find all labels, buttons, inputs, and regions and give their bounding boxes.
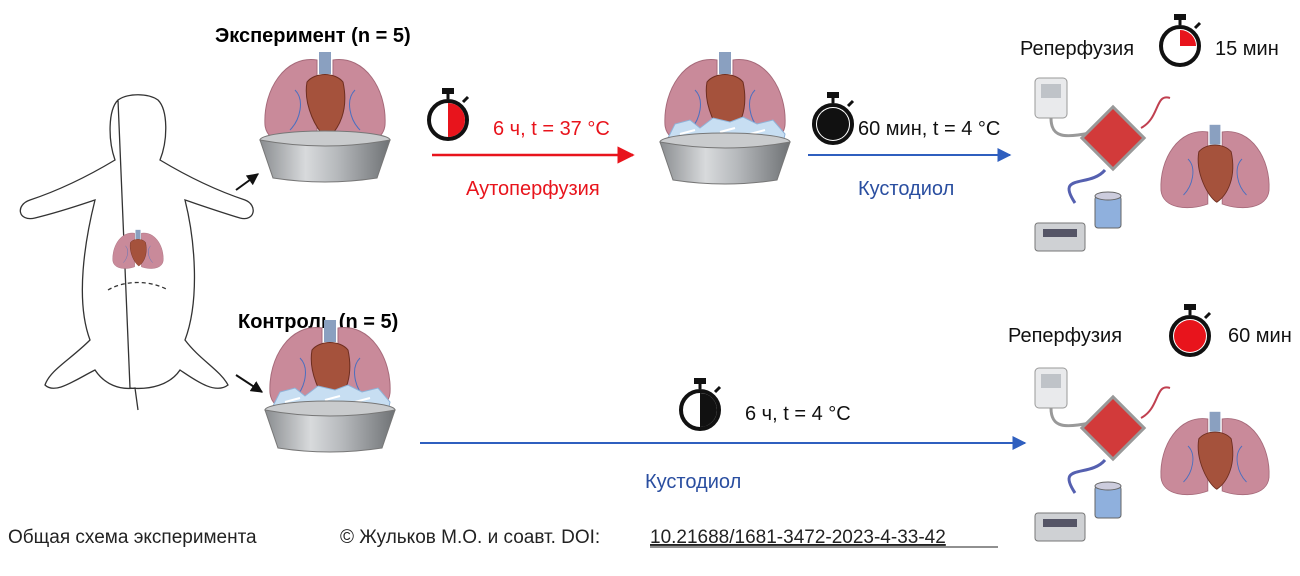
- figure-credit: © Жульков М.О. и соавт. DOI:: [340, 527, 600, 548]
- experiment-reperfusion-label: Реперфузия: [1020, 38, 1134, 60]
- arrow-to-experiment: [235, 173, 259, 191]
- figure-caption: Общая схема эксперимента: [8, 527, 257, 548]
- perfusion-apparatus-icon: [1033, 76, 1172, 253]
- doi-link[interactable]: 10.21688/1681-3472-2023-4-33-42: [650, 527, 946, 548]
- rat-organs-icon: [112, 229, 164, 269]
- stopwatch-half-black-icon: [679, 378, 722, 431]
- stopwatch-full-black-icon: [812, 92, 855, 145]
- control-step1-solution: Кустодиол: [645, 471, 741, 493]
- rat-illustration: [19, 94, 254, 411]
- stopwatch-full-red-icon: [1169, 304, 1212, 357]
- control-title: Контроль (n = 5): [238, 311, 398, 333]
- experiment-reperfusion-time: 15 мин: [1215, 38, 1279, 60]
- bowl-icon: [659, 132, 791, 185]
- experiment-step1-time: 6 ч, t = 37 °C: [493, 118, 610, 140]
- experiment-step2-solution: Кустодиол: [858, 178, 954, 200]
- organs-icon: [1160, 124, 1270, 209]
- experiment-step2-time: 60 мин, t = 4 °C: [858, 118, 1000, 140]
- organs-icon: [1160, 411, 1270, 496]
- control-reperfusion-label: Реперфузия: [1008, 325, 1122, 347]
- experiment-title: Эксперимент (n = 5): [215, 25, 411, 47]
- arrow-to-control: [235, 374, 264, 393]
- organs-icon: [264, 51, 386, 145]
- bowl-icon: [264, 400, 396, 453]
- stopwatch-half-red-icon: [427, 88, 470, 141]
- experiment-step1-solution: Аутоперфузия: [466, 178, 600, 200]
- stopwatch-quarter-red-icon: [1159, 14, 1202, 67]
- bowl-icon: [259, 130, 391, 183]
- control-reperfusion-time: 60 мин: [1228, 325, 1292, 347]
- control-step1-time: 6 ч, t = 4 °C: [745, 403, 851, 425]
- perfusion-apparatus-icon: [1033, 366, 1172, 543]
